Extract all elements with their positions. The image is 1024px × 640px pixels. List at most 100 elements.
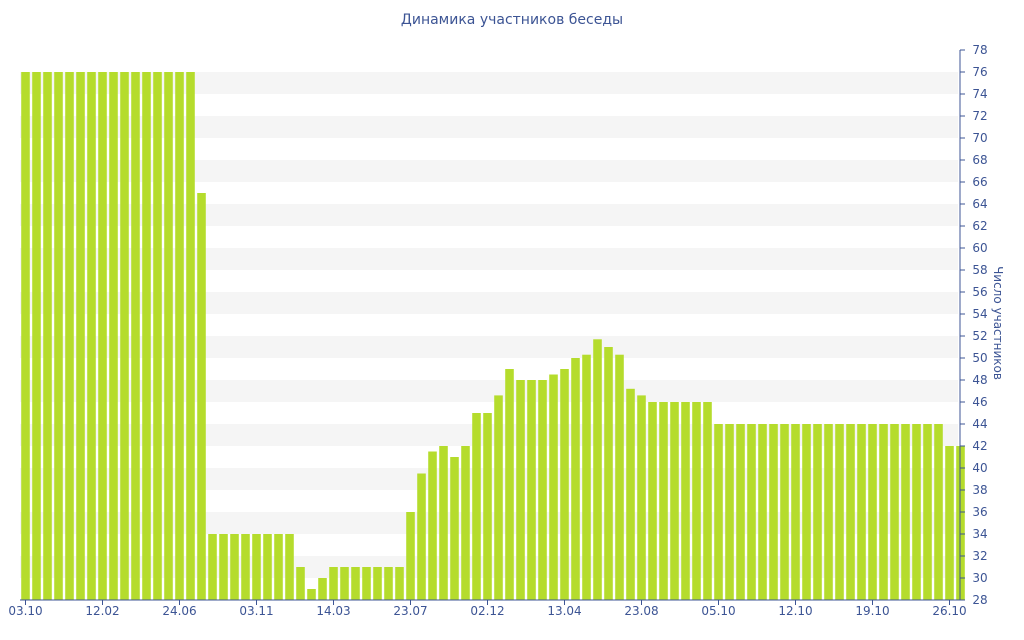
y-tick-label: 66	[972, 175, 987, 189]
bar	[296, 567, 305, 600]
bar	[417, 473, 426, 600]
x-axis: 03.10 12.02 24.06 03.11 14.03 23.07 02.12 13.04…	[8, 599, 967, 618]
bar	[516, 380, 525, 600]
y-tick-label: 34	[972, 527, 987, 541]
bar	[76, 72, 85, 600]
y-tick-label: 46	[972, 395, 987, 409]
bar	[747, 424, 756, 600]
bar	[659, 402, 668, 600]
bar	[626, 388, 635, 600]
bar	[340, 567, 349, 600]
bar	[791, 424, 800, 600]
y-tick-label: 42	[972, 439, 987, 453]
bar	[208, 534, 217, 600]
bar	[758, 424, 767, 600]
bar	[142, 72, 151, 600]
bar	[65, 72, 74, 600]
bar	[450, 457, 459, 600]
y-tick-label: 44	[972, 417, 987, 431]
bar	[373, 567, 382, 600]
bar	[648, 402, 657, 600]
x-tick-label: 14.03	[316, 604, 350, 618]
bar	[604, 347, 613, 600]
x-tick-label: 26.10	[932, 604, 966, 618]
y-tick-label: 56	[972, 285, 987, 299]
bar	[318, 578, 327, 600]
bar	[637, 395, 646, 600]
bar	[571, 358, 580, 600]
x-tick-label: 23.07	[393, 604, 427, 618]
x-tick-label: 05.10	[701, 604, 735, 618]
bar	[395, 567, 404, 600]
bar	[428, 451, 437, 600]
bar	[197, 193, 206, 600]
y-tick-label: 60	[972, 241, 987, 255]
bar	[263, 534, 272, 600]
y-tick-label: 68	[972, 153, 987, 167]
bar	[615, 354, 624, 600]
bar	[274, 534, 283, 600]
x-tick-label: 12.02	[85, 604, 119, 618]
y-tick-label: 52	[972, 329, 987, 343]
y-axis: 28 30 32 34 36 38 40 42 44 46 48 50 52 54 56 58 60 62 64 66…	[959, 43, 988, 607]
y-tick-label: 72	[972, 109, 987, 123]
bar	[670, 402, 679, 600]
bar	[824, 424, 833, 600]
bar	[703, 402, 712, 600]
bar	[186, 72, 195, 600]
bar-series	[21, 72, 965, 600]
bar	[494, 395, 503, 600]
bar	[505, 369, 514, 600]
bar	[241, 534, 250, 600]
bar	[32, 72, 41, 600]
bar	[87, 72, 96, 600]
bar	[945, 446, 954, 600]
bar	[538, 380, 547, 600]
bar	[813, 424, 822, 600]
bar	[868, 424, 877, 600]
bar	[98, 72, 107, 600]
bar	[120, 72, 129, 600]
bar	[131, 72, 140, 600]
y-tick-label: 54	[972, 307, 987, 321]
bar	[164, 72, 173, 600]
y-tick-label: 78	[972, 43, 987, 57]
y-tick-label: 28	[972, 593, 987, 607]
y-tick-label: 50	[972, 351, 987, 365]
bar	[714, 424, 723, 600]
bar	[483, 413, 492, 600]
x-tick-label: 03.10	[8, 604, 42, 618]
grid-band	[20, 292, 958, 314]
bar	[857, 424, 866, 600]
bar	[285, 534, 294, 600]
x-tick-label: 24.06	[162, 604, 196, 618]
bar	[901, 424, 910, 600]
y-tick-label: 36	[972, 505, 987, 519]
y-axis-label: Число участников	[991, 266, 1005, 380]
bar	[912, 424, 921, 600]
bar	[681, 402, 690, 600]
grid-band	[20, 72, 958, 94]
bar	[219, 534, 228, 600]
chart-title: Динамика участников беседы	[400, 12, 624, 28]
y-tick-label: 32	[972, 549, 987, 563]
bar	[109, 72, 118, 600]
bar	[230, 534, 239, 600]
y-tick-label: 40	[972, 461, 987, 475]
bar	[736, 424, 745, 600]
x-tick-label: 03.11	[239, 604, 273, 618]
bar	[934, 424, 943, 600]
bar	[560, 369, 569, 600]
bar	[923, 424, 932, 600]
y-tick-label: 58	[972, 263, 987, 277]
grid-band	[20, 116, 958, 138]
y-tick-label: 48	[972, 373, 987, 387]
bar	[582, 354, 591, 600]
x-tick-label: 23.08	[624, 604, 658, 618]
bar	[175, 72, 184, 600]
y-tick-label: 64	[972, 197, 987, 211]
bar	[835, 424, 844, 600]
bar	[846, 424, 855, 600]
bar	[527, 380, 536, 600]
